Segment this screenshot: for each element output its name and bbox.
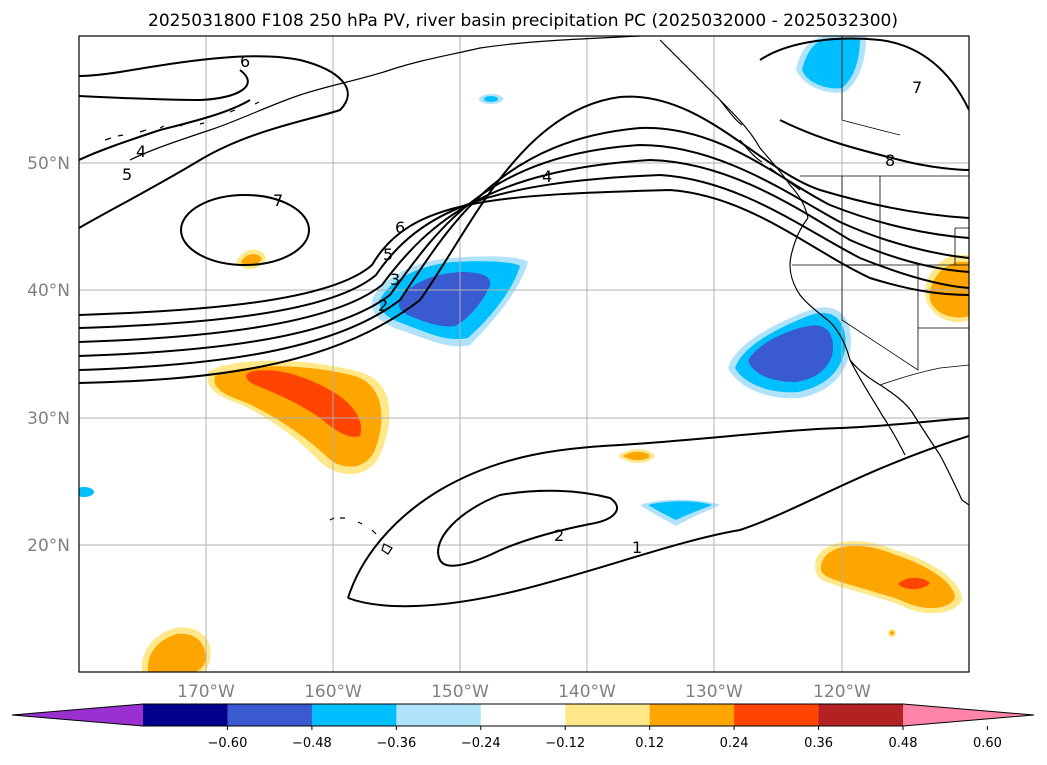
lat-label: 40°N (27, 281, 70, 301)
contour-ridge-3 (79, 143, 969, 357)
lon-label: 130°W (685, 682, 743, 702)
contour-subtropical-1 (347, 417, 969, 608)
colorbar-tick-label: −0.24 (461, 736, 501, 751)
baja-coastline (849, 359, 906, 456)
positive-anomaly-mexico-core (820, 545, 955, 609)
contour-label: 8 (885, 151, 895, 170)
contour-label: 5 (122, 165, 132, 184)
colorbar-swatch (818, 704, 904, 726)
alaska-coastline (129, 36, 809, 219)
state-border-3 (841, 265, 969, 371)
contour-label: 2 (554, 526, 564, 545)
positive-anomaly-southwest-core (147, 633, 206, 672)
political-borders (792, 36, 969, 386)
map-title: 2025031800 F108 250 hPa PV, river basin … (148, 11, 898, 31)
colorbar-swatch (227, 704, 313, 726)
lon-label: 160°W (304, 682, 362, 702)
lat-label: 20°N (27, 536, 70, 556)
contour-north-west-2 (79, 69, 249, 102)
contour-label: 7 (273, 191, 283, 210)
positive-anomaly-mexico-max (898, 577, 930, 590)
colorbar-tick-label: −0.36 (376, 736, 416, 751)
contour-subtropical-2 (437, 489, 618, 567)
mexico-border (879, 364, 969, 386)
colorbar-tick-label: 0.36 (804, 736, 833, 751)
state-border-5 (954, 227, 969, 265)
positive-anomaly-mid-small-core (623, 451, 650, 461)
contour-canada-8 (779, 119, 969, 171)
colorbar-tick-label: 0.48 (889, 736, 918, 751)
colorbar-swatch (143, 704, 228, 726)
colorbar-tick-label: 0.24 (720, 736, 749, 751)
contour-label: 4 (542, 167, 552, 186)
map-frame (78, 35, 970, 673)
colorbar-swatch (480, 704, 566, 726)
negative-anomaly-canada-core (802, 38, 860, 89)
canada-interior-line (841, 36, 901, 136)
contour-ridge-4 (79, 158, 969, 343)
map-panel: 1 2 2 3 4 4 5 5 6 6 7 7 8 (79, 36, 969, 672)
colorbar-swatch (396, 704, 482, 726)
negative-anomaly-california-core (748, 325, 833, 382)
colorbar-tick-label: 0.60 (973, 736, 1002, 751)
negative-anomaly-subtropical-core (648, 501, 712, 520)
contour-label: 3 (390, 270, 400, 289)
colorbar-tick-label: −0.12 (545, 736, 585, 751)
lon-label: 150°W (431, 682, 489, 702)
contour-label: 7 (912, 78, 922, 97)
contour-label: 4 (136, 142, 146, 161)
negative-anomaly-mid-pacific-core (398, 272, 491, 327)
colorbar-swatch (734, 704, 820, 726)
colorbar-extend-low (12, 704, 143, 726)
negative-anomaly-edge (79, 487, 94, 497)
colorbar-extend-high (903, 704, 1034, 726)
contour-north-west-3 (79, 99, 251, 161)
contour-label: 6 (395, 218, 405, 237)
colorbar-swatch (565, 704, 651, 726)
contour-north-west (79, 55, 349, 229)
lon-label: 140°W (558, 682, 616, 702)
lat-label: 30°N (27, 409, 70, 429)
positive-anomaly-central-pacific-max (246, 370, 362, 437)
pv-contours (79, 37, 969, 608)
contour-label-group: 1 2 2 3 4 4 5 5 6 6 7 7 8 (122, 52, 922, 557)
contour-ridge-inner (79, 188, 969, 316)
state-border-2 (841, 176, 881, 266)
contour-ridge-5 (79, 173, 969, 329)
contour-ridge-outer (79, 95, 969, 384)
colorbar-tick-label: −0.60 (208, 736, 248, 751)
contour-label: 6 (240, 52, 250, 71)
lon-label: 120°W (813, 682, 871, 702)
contour-label: 2 (378, 296, 388, 315)
negative-anomaly-alaska-small-core (484, 96, 498, 102)
colorbar-swatch (649, 704, 735, 726)
positive-anomaly-dot-core (890, 631, 894, 635)
contour-ridge-2 (79, 126, 969, 371)
contour-closed-7 (180, 194, 310, 266)
colorbar-tick-label: −0.48 (292, 736, 332, 751)
positive-anomaly-central-pacific-core (214, 366, 382, 467)
lat-label: 50°N (27, 154, 70, 174)
colorbar-swatch (311, 704, 397, 726)
colorbar-tick-label: 0.12 (635, 736, 664, 751)
latitude-labels: 20°N 30°N 40°N 50°N (27, 154, 70, 556)
longitude-labels: 170°W 160°W 150°W 140°W 130°W 120°W (177, 682, 871, 702)
lon-label: 170°W (177, 682, 235, 702)
contour-label: 1 (632, 538, 642, 557)
contour-label: 5 (383, 245, 393, 264)
contour-canada (759, 37, 969, 111)
hawaii-islands (329, 517, 393, 555)
positive-anomaly-small-core (241, 254, 262, 266)
colorbar: −0.60 −0.48 −0.36 −0.24 −0.12 0.12 0.24 0.36 0.4… (11, 703, 1035, 751)
colorbar-outline (11, 703, 1035, 727)
